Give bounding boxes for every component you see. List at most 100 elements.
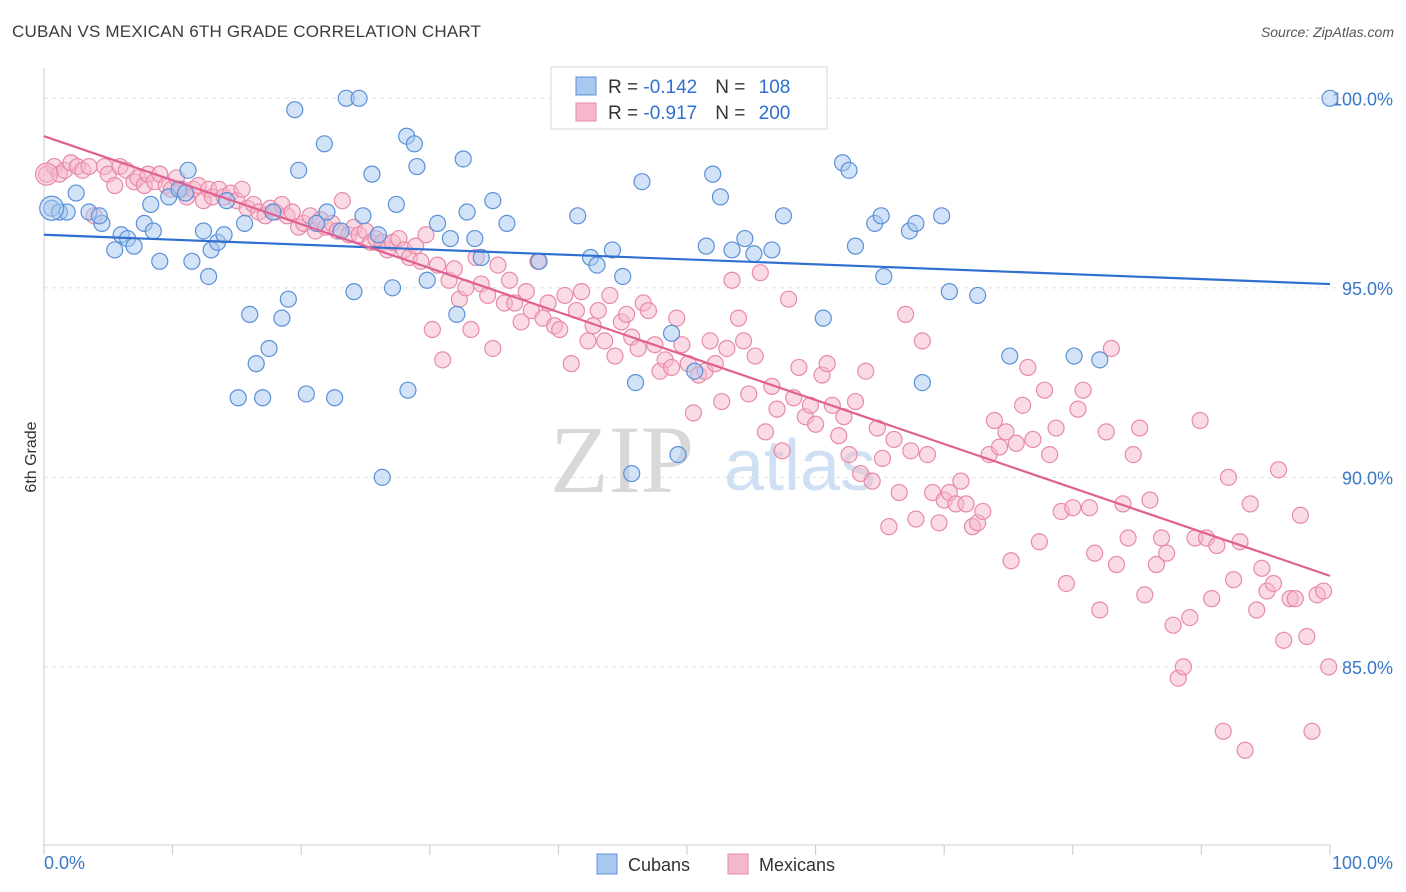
cubans-point-49 bbox=[373, 468, 391, 486]
cubans-point-42 bbox=[332, 222, 350, 240]
cubans-point-98 bbox=[969, 286, 987, 305]
mexicans-point-129 bbox=[763, 377, 781, 395]
cubans-point-85 bbox=[774, 207, 793, 225]
mexicans-point-126 bbox=[746, 347, 764, 365]
cubans-point-45 bbox=[350, 89, 368, 107]
mexicans-point-80 bbox=[489, 256, 507, 274]
cubans-point-80 bbox=[711, 188, 730, 206]
cubans-point-78 bbox=[697, 237, 715, 255]
mexicans-point-134 bbox=[790, 358, 808, 377]
mexicans-point-225 bbox=[1298, 627, 1316, 646]
cubans-point-82 bbox=[736, 229, 754, 248]
mexicans-point-cluster bbox=[34, 162, 59, 186]
stats-swatch-mexicans bbox=[575, 102, 597, 122]
mexicans-point-186 bbox=[1080, 499, 1099, 517]
mexicans-point-164 bbox=[957, 495, 975, 513]
mexicans-point-172 bbox=[1002, 552, 1020, 570]
x-ticks bbox=[43, 845, 1331, 855]
cubans-point-58 bbox=[441, 229, 459, 248]
mexicans-point-139 bbox=[818, 355, 836, 373]
cubans-point-69 bbox=[588, 256, 606, 274]
mexicans-point-196 bbox=[1136, 586, 1154, 604]
mexicans-point-82 bbox=[500, 271, 519, 289]
mexicans-point-185 bbox=[1074, 381, 1092, 399]
cubans-point-33 bbox=[273, 309, 291, 327]
mexicans-point-111 bbox=[662, 358, 681, 377]
cubans-point-73 bbox=[626, 373, 645, 392]
y-tick-label-100: 100.0% bbox=[1332, 89, 1393, 109]
cubans-point-79 bbox=[704, 165, 722, 183]
mexicans-point-170 bbox=[990, 438, 1009, 456]
cubans-point-47 bbox=[363, 165, 381, 183]
watermark-atlas: atlas bbox=[724, 426, 876, 506]
cubans-point-10 bbox=[106, 241, 124, 259]
cubans-point-102 bbox=[1321, 89, 1339, 107]
mexicans-point-173 bbox=[1007, 434, 1025, 452]
mexicans-point-118 bbox=[701, 332, 719, 350]
mexicans-point-112 bbox=[668, 309, 686, 327]
mexicans-point-141 bbox=[830, 427, 848, 445]
cubans-point-34 bbox=[279, 290, 297, 308]
mexicans-point-211 bbox=[1219, 468, 1238, 486]
cubans-point-76 bbox=[669, 446, 687, 464]
cubans-point-39 bbox=[315, 135, 333, 153]
cubans-point-61 bbox=[458, 203, 476, 221]
series-legend: Cubans Mexicans bbox=[596, 853, 835, 875]
mexicans-point-132 bbox=[779, 290, 798, 308]
cubans-point-86 bbox=[814, 309, 832, 327]
cubans-point-81 bbox=[723, 241, 741, 259]
cubans-point-46 bbox=[354, 207, 372, 225]
mexicans-point-105 bbox=[629, 339, 647, 358]
mexicans-point-143 bbox=[840, 446, 858, 464]
cubans-point-94 bbox=[907, 214, 925, 232]
cubans-point-cluster bbox=[39, 195, 65, 221]
cubans-point-54 bbox=[405, 135, 423, 153]
mexicans-point-150 bbox=[880, 518, 898, 536]
mexicans-point-206 bbox=[1191, 411, 1209, 430]
watermark-zip: ZIP bbox=[550, 406, 694, 513]
mexicans-point-180 bbox=[1047, 419, 1065, 437]
cubans-point-56 bbox=[418, 271, 436, 289]
y-tick-label-95: 95.0% bbox=[1342, 279, 1393, 299]
stats-row-mexicans: R = -0.917 N = 200 bbox=[608, 103, 790, 124]
legend-label-cubans: Cubans bbox=[628, 855, 690, 875]
cubans-point-88 bbox=[840, 161, 858, 179]
mexicans-point-115 bbox=[684, 404, 703, 422]
cubans-point-71 bbox=[614, 267, 632, 286]
cubans-point-101 bbox=[1091, 351, 1109, 369]
mexicans-point-91 bbox=[551, 320, 569, 339]
mexicans-point-70 bbox=[434, 351, 452, 369]
mexicans-point-163 bbox=[952, 472, 970, 490]
mexicans-point-121 bbox=[718, 339, 736, 358]
mexicans-point-156 bbox=[913, 332, 931, 350]
mexicans-point-113 bbox=[673, 336, 691, 354]
mexicans-point-84 bbox=[512, 313, 530, 331]
mexicans-point-120 bbox=[713, 392, 731, 411]
cubans-point-100 bbox=[1065, 347, 1083, 365]
cubans-point-83 bbox=[745, 245, 763, 263]
mexicans-point-177 bbox=[1030, 533, 1048, 551]
cubans-point-74 bbox=[633, 173, 651, 191]
mexicans-point-187 bbox=[1086, 544, 1104, 562]
cubans-point-48 bbox=[369, 226, 387, 244]
mexicans-point-95 bbox=[572, 283, 591, 301]
mexicans-point-157 bbox=[918, 446, 937, 464]
cubans-point-96 bbox=[933, 207, 951, 225]
mexicans-point-179 bbox=[1041, 446, 1059, 464]
cubans-point-84 bbox=[763, 241, 781, 259]
mexicans-point-194 bbox=[1124, 446, 1142, 464]
cubans-point-99 bbox=[1001, 347, 1019, 365]
mexicans-point-149 bbox=[873, 449, 892, 467]
stats-row-cubans: R = -0.142 N = 108 bbox=[608, 77, 790, 98]
mexicans-point-144 bbox=[846, 392, 865, 411]
mexicans-point-198 bbox=[1147, 555, 1165, 574]
stats-legend: R = -0.142 N = 108 R = -0.917 N = 200 bbox=[550, 66, 828, 130]
cubans-point-95 bbox=[913, 373, 931, 392]
mexicans-point-34 bbox=[233, 180, 251, 198]
mexicans-point-223 bbox=[1286, 590, 1304, 608]
mexicans-point-124 bbox=[734, 332, 753, 350]
mexicans-point-216 bbox=[1248, 601, 1266, 619]
mexicans-point-224 bbox=[1291, 506, 1310, 524]
cubans-point-14 bbox=[151, 252, 169, 270]
mexicans-point-221 bbox=[1275, 631, 1293, 649]
